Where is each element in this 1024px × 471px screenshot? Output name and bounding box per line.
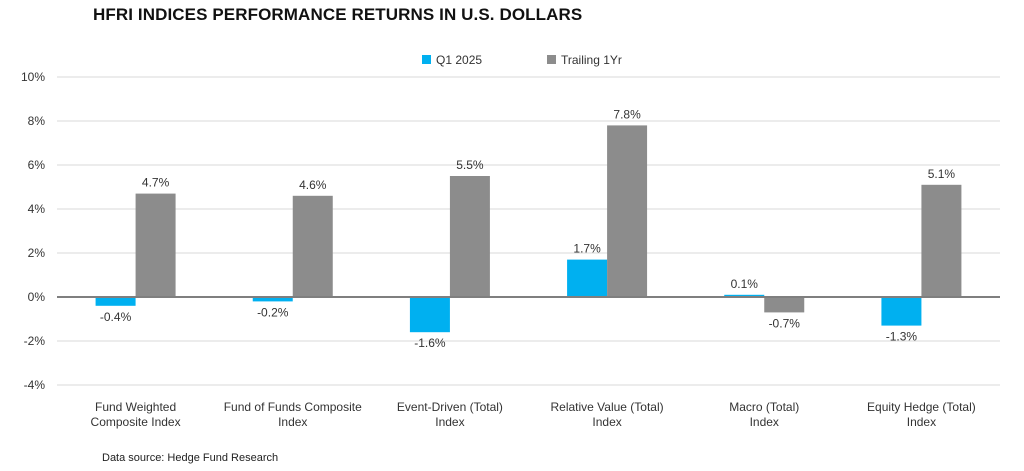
y-tick-label: 10% xyxy=(21,70,45,84)
legend-item-q1-2025: Q1 2025 xyxy=(422,53,482,67)
y-tick-label: 8% xyxy=(28,114,46,128)
y-tick-label: 0% xyxy=(28,290,46,304)
chart-title: HFRI INDICES PERFORMANCE RETURNS IN U.S.… xyxy=(93,5,583,24)
data-label: 4.6% xyxy=(299,178,327,192)
data-label: 0.1% xyxy=(731,277,759,291)
bar-q1-2025 xyxy=(881,297,922,326)
y-tick-label: 2% xyxy=(28,246,46,260)
data-source-note: Data source: Hedge Fund Research xyxy=(102,452,279,464)
legend-label-q1-2025: Q1 2025 xyxy=(436,53,483,67)
category-label: Fund Weighted Composite Index xyxy=(91,400,181,429)
bar-q1-2025 xyxy=(567,259,608,297)
bar-q1-2025 xyxy=(95,297,136,306)
bar-trailing-1yr xyxy=(921,184,962,297)
category-label: Relative Value (Total) Index xyxy=(550,400,663,429)
y-tick-label: -4% xyxy=(24,378,46,392)
category-label: Macro (Total) Index xyxy=(729,400,799,429)
category-label: Equity Hedge (Total) Index xyxy=(867,400,976,429)
bar-q1-2025 xyxy=(409,297,450,333)
category-label: Fund of Funds Composite Index xyxy=(224,400,362,429)
legend-label-trailing-1yr: Trailing 1Yr xyxy=(561,53,622,67)
legend-swatch-q1-2025 xyxy=(422,55,431,65)
bar-trailing-1yr xyxy=(607,125,648,298)
y-tick-label: 6% xyxy=(28,158,46,172)
bar-trailing-1yr xyxy=(135,193,176,297)
data-label: -1.3% xyxy=(886,330,918,344)
data-label: -1.6% xyxy=(414,336,446,350)
y-tick-label: -2% xyxy=(24,334,46,348)
y-tick-label: 4% xyxy=(28,202,46,216)
bar-trailing-1yr xyxy=(764,297,805,313)
bar-trailing-1yr xyxy=(449,176,490,297)
data-label: 5.5% xyxy=(456,158,484,172)
category-label: Event-Driven (Total) Index xyxy=(397,400,503,429)
bar-q1-2025 xyxy=(724,294,765,297)
data-label: 4.7% xyxy=(142,176,170,190)
legend-item-trailing-1yr: Trailing 1Yr xyxy=(547,53,622,67)
data-label: -0.2% xyxy=(257,305,289,319)
data-label: 5.1% xyxy=(928,167,956,181)
data-label: -0.7% xyxy=(769,316,801,330)
data-label: 1.7% xyxy=(573,242,601,256)
legend-swatch-trailing-1yr xyxy=(547,55,556,65)
bar-q1-2025 xyxy=(252,297,293,302)
data-label: 7.8% xyxy=(613,107,641,121)
data-label: -0.4% xyxy=(100,310,132,324)
bar-trailing-1yr xyxy=(292,195,333,297)
